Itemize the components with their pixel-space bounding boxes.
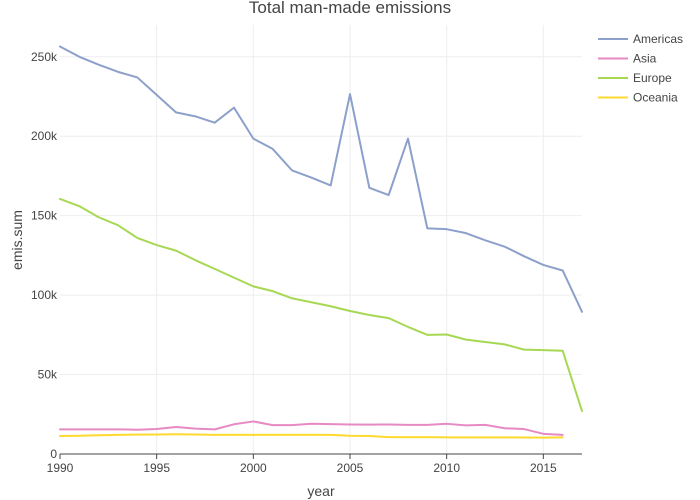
y-tick-label: 50k [38,368,58,382]
x-tick-label: 2000 [240,461,267,475]
legend-label: Europe [633,71,672,85]
y-axis-title: emis.sum [9,210,25,270]
line-chart: 0 50k 100k 150k 200k 250k 1990 1995 2000 2005 2010… [0,0,700,500]
x-tick-label: 2010 [433,461,460,475]
x-tick-label: 2005 [337,461,364,475]
chart-root: 0 50k 100k 150k 200k 250k 1990 1995 2000 2005 2010… [0,0,700,500]
y-tick-label: 250k [31,50,58,64]
legend-label: Oceania [633,91,678,105]
legend-label: Asia [633,52,657,66]
x-tick-label: 1990 [47,461,74,475]
legend-label: Americas [633,32,683,46]
chart-title: Total man-made emissions [249,0,451,17]
x-axis-title: year [307,483,335,499]
y-tick-label: 0 [50,447,57,461]
x-tick-label: 2015 [530,461,557,475]
y-tick-label: 150k [31,209,58,223]
y-tick-label: 100k [31,288,58,302]
y-tick-label: 200k [31,129,58,143]
x-tick-label: 1995 [143,461,170,475]
